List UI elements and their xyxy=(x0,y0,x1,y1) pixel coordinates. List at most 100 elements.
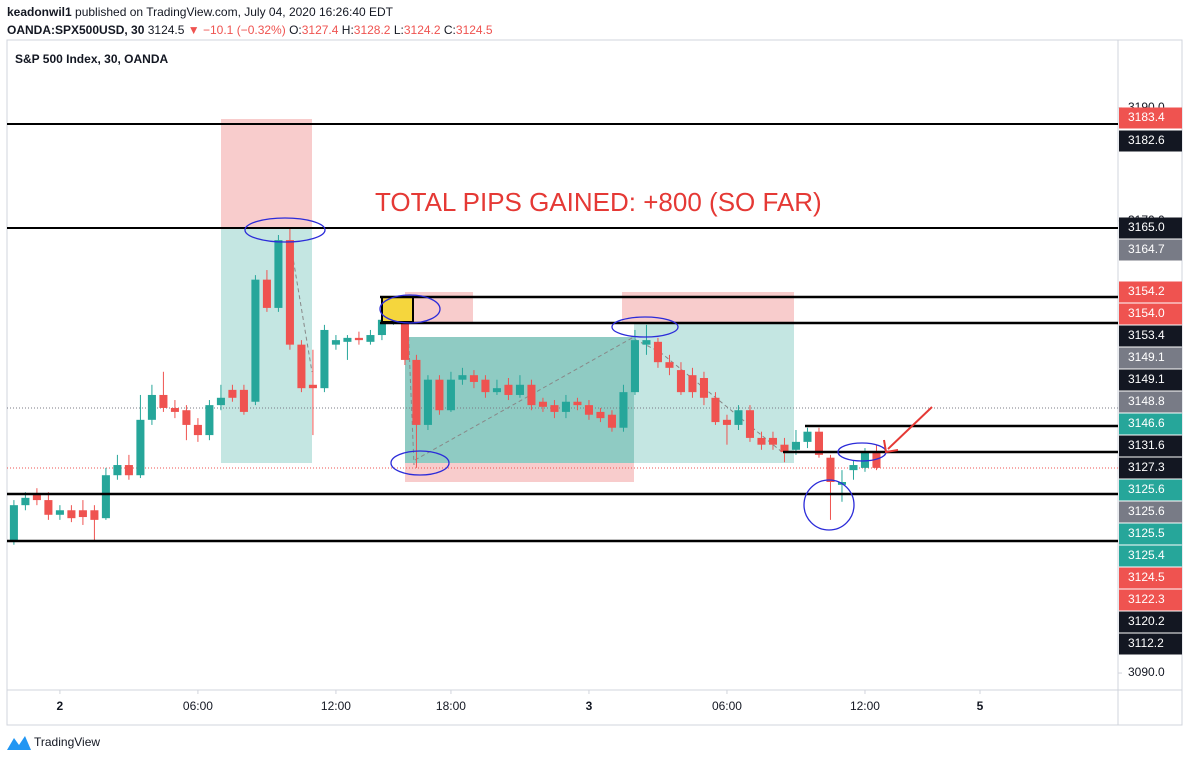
price-tag-label: 3125.6 xyxy=(1128,504,1165,518)
candle-body xyxy=(469,375,478,382)
x-tick-label: 18:00 xyxy=(436,699,466,713)
price-tag-label: 3124.5 xyxy=(1128,570,1165,584)
price-tag-label: 3149.1 xyxy=(1128,372,1165,386)
price-tag xyxy=(1119,589,1182,611)
candle-body xyxy=(320,329,329,389)
candle-body xyxy=(412,359,421,425)
o-label: O: xyxy=(289,23,302,37)
price-tag-label: 3153.4 xyxy=(1128,328,1165,342)
price-tag xyxy=(1119,303,1182,325)
price-tag-label: 3120.2 xyxy=(1128,614,1165,628)
candle-body xyxy=(699,378,708,398)
logo xyxy=(7,736,31,750)
x-tick-label: 12:00 xyxy=(850,699,880,713)
candle-body xyxy=(446,379,455,411)
c-label: C: xyxy=(443,23,456,37)
candle-body xyxy=(711,397,720,423)
candle-body xyxy=(67,510,76,519)
price-tag xyxy=(1119,479,1182,501)
zones xyxy=(7,119,1118,482)
candle-body xyxy=(159,394,168,408)
price-tag xyxy=(1119,457,1182,479)
price-tag-label: 3125.6 xyxy=(1128,482,1165,496)
candle-body xyxy=(21,497,30,506)
circle-mark xyxy=(379,294,441,324)
candle-body xyxy=(688,375,697,393)
candle-body xyxy=(113,465,122,476)
circle-mark xyxy=(803,479,855,531)
price-tag xyxy=(1119,325,1182,347)
candle-body xyxy=(274,240,283,308)
brand: TradingView xyxy=(34,735,100,749)
zone xyxy=(221,228,312,463)
candle-body xyxy=(182,410,191,425)
candle-body xyxy=(584,405,593,415)
candle-body xyxy=(331,340,340,345)
candle-body xyxy=(32,495,41,501)
price-tag xyxy=(1119,413,1182,435)
candle-body xyxy=(527,384,536,406)
price-tag-label: 3112.2 xyxy=(1128,636,1164,650)
candle-body xyxy=(9,505,18,541)
circle-mark xyxy=(611,316,679,338)
drawings: TOTAL PIPS GAINED: +800 (SO FAR) xyxy=(7,123,1118,543)
candle-body xyxy=(205,405,214,436)
c: 3124.5 xyxy=(455,23,493,37)
price-tag-label: 3154.0 xyxy=(1128,306,1165,320)
price-tag-label: 3125.4 xyxy=(1128,548,1165,562)
l-label: L: xyxy=(393,23,404,37)
candle-body xyxy=(423,379,432,425)
candle-body xyxy=(55,510,64,515)
candle-body xyxy=(366,335,375,342)
x-tick-label: 2 xyxy=(57,699,64,713)
candle-body xyxy=(435,379,444,411)
x-tick-label: 06:00 xyxy=(183,699,213,713)
candle-body xyxy=(251,279,260,402)
candle-body xyxy=(136,419,145,476)
circle-mark xyxy=(244,217,326,243)
arrow-head xyxy=(883,439,899,454)
author: keadonwil1 xyxy=(7,5,72,19)
price-tag-label: 3182.6 xyxy=(1128,133,1165,147)
candle-body xyxy=(561,401,570,412)
price-tag-label: 3165.0 xyxy=(1128,220,1165,234)
price-tag xyxy=(1119,435,1182,457)
candle-body xyxy=(814,431,823,455)
price-tag xyxy=(1119,611,1182,633)
candle-body xyxy=(492,388,501,393)
candle-body xyxy=(170,407,179,412)
candle-body xyxy=(722,419,731,425)
price-tag xyxy=(1119,567,1182,589)
candle-body xyxy=(297,344,306,389)
candle-body xyxy=(596,411,605,419)
candle-body xyxy=(780,444,789,453)
candle-body xyxy=(550,405,559,412)
candle-body xyxy=(768,437,777,445)
h: 3128.2 xyxy=(353,23,391,37)
candle-body xyxy=(665,362,674,368)
candle-body xyxy=(607,414,616,428)
symbol-line: OANDA:SPX500USD, 30 3124.5 ▼ −10.1 (−0.3… xyxy=(7,23,493,37)
candle-body xyxy=(228,389,237,398)
price-tag xyxy=(1119,107,1182,129)
candle-body xyxy=(400,322,409,360)
x-tick-label: 06:00 xyxy=(712,699,742,713)
candle-body xyxy=(308,384,317,389)
x-tick-label: 5 xyxy=(977,699,984,713)
price-tag-label: 3164.7 xyxy=(1128,242,1165,256)
candle-body xyxy=(44,500,53,515)
candle-body xyxy=(239,389,248,412)
candle-body xyxy=(504,384,513,395)
price-tag xyxy=(1119,369,1182,391)
candle-body xyxy=(515,384,524,395)
price-tag-label: 3183.4 xyxy=(1128,110,1165,124)
candle-body xyxy=(147,394,156,420)
candle-body xyxy=(343,337,352,342)
candle-body xyxy=(872,452,881,468)
price-tag-label: 3146.6 xyxy=(1128,416,1165,430)
candle-body xyxy=(676,370,685,393)
annotation: TOTAL PIPS GAINED: +800 (SO FAR) xyxy=(375,187,822,217)
candle-body xyxy=(354,337,363,341)
price-tag-label: 3149.1 xyxy=(1128,350,1165,364)
candle-body xyxy=(377,319,386,336)
